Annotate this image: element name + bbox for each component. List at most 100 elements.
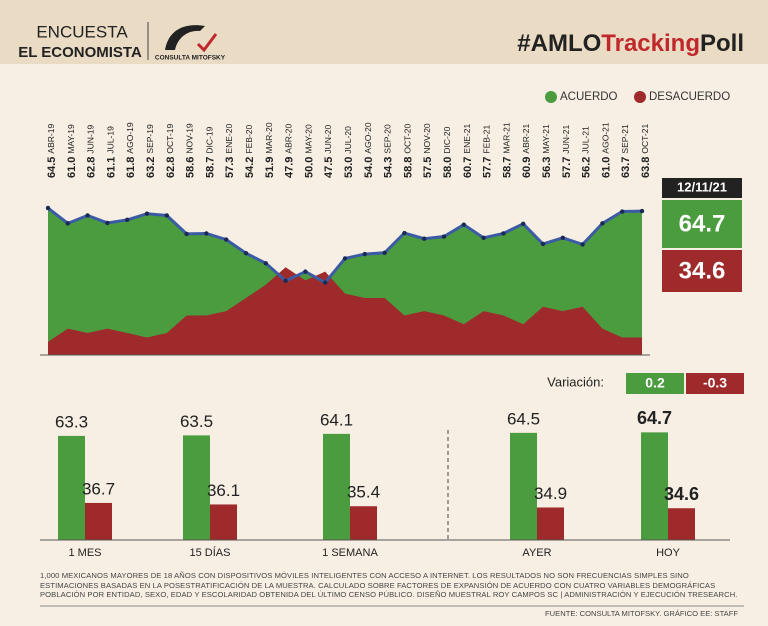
variacion-acuerdo: 0.2	[645, 375, 665, 391]
month-label: OCT-19	[165, 124, 175, 154]
month-label: ABR-21	[521, 124, 531, 154]
latest-date: 12/11/21	[677, 179, 727, 194]
point	[521, 221, 526, 227]
month-label: MAY-19	[66, 124, 76, 154]
point	[481, 235, 486, 241]
month-label: ABR-20	[284, 124, 294, 154]
point	[144, 211, 150, 216]
value-label: 58.0	[442, 157, 454, 178]
header-line1: ENCUESTA	[36, 22, 128, 41]
month-label: JUN-21	[561, 124, 571, 153]
month-label: SEP-21	[620, 124, 630, 154]
month-label: MAY-21	[541, 124, 551, 154]
value-label: 63.7	[620, 157, 632, 178]
point-label: 57.3 ENE-20	[224, 124, 236, 178]
legend-label: ACUERDO	[560, 91, 618, 103]
month-label: JUN-20	[323, 124, 333, 153]
point-label: 58.7 MAR-21	[501, 122, 513, 178]
bar	[668, 508, 695, 540]
value-label: 61.1	[105, 157, 117, 178]
point	[580, 242, 585, 247]
value-label: 58.7	[501, 157, 513, 178]
value-label: 51.9	[264, 157, 276, 178]
point-label: 62.8 OCT-19	[165, 124, 177, 178]
point-label: 56.2 JUL-21	[581, 126, 593, 178]
point	[560, 235, 565, 241]
value-label: 61.8	[125, 157, 137, 178]
month-label: OCT-20	[403, 124, 413, 154]
value-label: 54.2	[244, 157, 256, 178]
month-label: JUN-19	[86, 124, 96, 153]
category-label: AYER	[522, 547, 551, 559]
source: FUENTE: CONSULTA MITOFSKY. GRÁFICO EE: S…	[545, 609, 738, 618]
point	[283, 278, 288, 284]
variacion-acuerdo-box	[626, 373, 684, 394]
point-label: 54.0 AGO-20	[363, 122, 375, 178]
month-label: JUL-21	[581, 126, 591, 154]
value-label: 57.7	[561, 157, 573, 178]
point-label: 47.5 JUN-20	[323, 124, 335, 178]
point	[382, 250, 387, 255]
variacion-desacuerdo: -0.3	[703, 375, 727, 391]
point	[164, 213, 169, 218]
legend-swatch	[634, 91, 646, 103]
month-label: ENE-20	[224, 124, 234, 154]
bar-value-label: 64.7	[637, 408, 672, 428]
point	[402, 230, 407, 236]
point	[125, 217, 130, 223]
logo-shape	[165, 25, 205, 50]
month-label: JUL-19	[106, 126, 116, 154]
point-label: 61.0 MAY-19	[66, 124, 78, 178]
bar	[58, 435, 85, 540]
value-label: 56.3	[541, 157, 553, 178]
hashtag-part: #AMLO	[517, 30, 601, 57]
variacion-desacuerdo-box	[686, 373, 744, 394]
category-label: 1 MES	[68, 547, 101, 559]
point	[263, 261, 268, 266]
value-label: 62.8	[86, 157, 98, 178]
point-label: 63.7 SEP-21	[620, 124, 632, 178]
hashtag-part: Tracking	[601, 30, 700, 57]
point	[342, 256, 348, 261]
point-label: 56.3 MAY-21	[541, 124, 553, 178]
month-label: SEP-20	[383, 124, 393, 154]
point-label: 61.0 AGO-21	[600, 122, 612, 178]
month-label: SEP-19	[145, 124, 155, 154]
value-label: 60.9	[521, 157, 533, 178]
month-label: ENE-21	[462, 124, 472, 154]
point	[639, 208, 645, 214]
point-label: 64.5 ABR-19	[46, 124, 58, 178]
category-label: HOY	[656, 547, 681, 559]
value-label: 58.6	[185, 157, 197, 178]
header-band	[0, 0, 768, 64]
month-label: DIC-20	[442, 126, 452, 153]
month-label: FEB-20	[244, 124, 254, 153]
logo-check	[196, 33, 218, 53]
legend-swatch	[545, 91, 557, 103]
point-label: 62.8 JUN-19	[86, 124, 98, 178]
category-label: 1 SEMANA	[322, 547, 378, 559]
point-label: 54.2 FEB-20	[244, 124, 256, 178]
point	[422, 236, 427, 241]
point	[85, 213, 90, 218]
point	[204, 231, 209, 236]
point-label: 61.1 JUL-19	[105, 126, 117, 178]
bar	[85, 502, 112, 540]
point-label: 58.6 NOV-19	[185, 123, 197, 178]
point	[65, 221, 71, 226]
latest-desacuerdo: 34.6	[679, 257, 726, 284]
point-label: 53.0 JUL-20	[343, 126, 355, 178]
bar-value-label: 63.5	[180, 412, 213, 431]
month-label: NOV-19	[185, 123, 195, 154]
legend-label: DESACUERDO	[649, 91, 730, 103]
value-label: 63.8	[640, 157, 652, 178]
point-label: 60.9 ABR-21	[521, 124, 533, 178]
month-label: NOV-20	[422, 123, 432, 154]
bar-value-label: 36.1	[207, 481, 240, 500]
latest-acuerdo: 64.7	[679, 210, 726, 237]
footnote: 1,000 MEXICANOS MAYORES DE 18 AÑOS CON D…	[40, 571, 738, 599]
value-label: 64.5	[46, 157, 58, 178]
point	[362, 251, 367, 257]
category-label: 15 DÍAS	[190, 546, 231, 559]
month-label: DIC-19	[205, 126, 215, 153]
